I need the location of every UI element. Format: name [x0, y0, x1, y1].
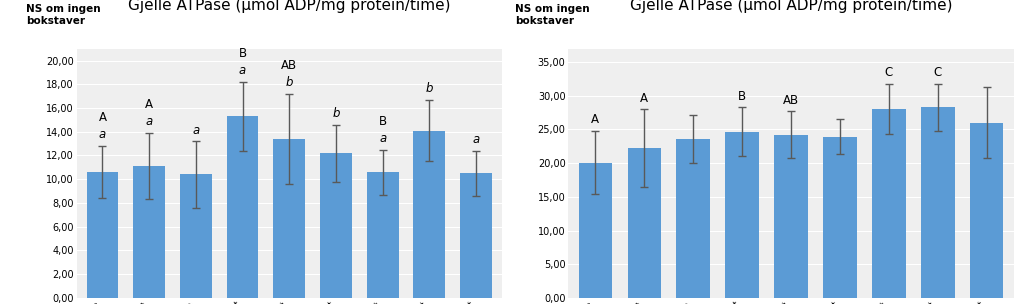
Bar	[321, 153, 352, 298]
Bar	[414, 130, 445, 298]
Text: b: b	[286, 76, 293, 89]
Text: A: A	[98, 111, 106, 124]
Text: b: b	[426, 82, 433, 95]
Title: Gjelle ATPase (μmol ADP/mg protein/time): Gjelle ATPase (μmol ADP/mg protein/time)	[630, 0, 952, 13]
Text: AB: AB	[783, 94, 799, 107]
Text: a: a	[145, 116, 153, 128]
Text: B: B	[379, 115, 387, 128]
Text: NS om ingen
bokstaver: NS om ingen bokstaver	[515, 4, 590, 26]
Text: NS om ingen
bokstaver: NS om ingen bokstaver	[26, 4, 100, 26]
Bar	[367, 172, 398, 298]
Bar	[725, 132, 759, 298]
Text: B: B	[239, 47, 247, 60]
Text: B: B	[738, 90, 746, 103]
Bar	[579, 163, 612, 298]
Bar	[226, 116, 258, 298]
Text: a: a	[193, 124, 200, 137]
Bar	[872, 109, 905, 298]
Title: Gjelle ATPase (μmol ADP/mg protein/time): Gjelle ATPase (μmol ADP/mg protein/time)	[128, 0, 451, 13]
Bar	[87, 172, 119, 298]
Bar	[774, 135, 808, 298]
Bar	[922, 107, 954, 298]
Bar	[273, 139, 305, 298]
Text: A: A	[640, 92, 648, 105]
Bar	[628, 148, 660, 298]
Text: a: a	[472, 133, 479, 146]
Bar	[180, 174, 212, 298]
Text: AB: AB	[282, 59, 297, 72]
Bar	[677, 139, 710, 298]
Text: C: C	[885, 66, 893, 79]
Text: a: a	[379, 132, 386, 145]
Text: b: b	[332, 107, 340, 120]
Text: A: A	[591, 113, 599, 126]
Text: A: A	[145, 98, 154, 111]
Bar	[133, 166, 165, 298]
Bar	[823, 137, 857, 298]
Text: a: a	[99, 129, 106, 141]
Text: a: a	[239, 64, 246, 78]
Text: C: C	[934, 66, 942, 79]
Bar	[460, 173, 492, 298]
Bar	[970, 123, 1004, 298]
